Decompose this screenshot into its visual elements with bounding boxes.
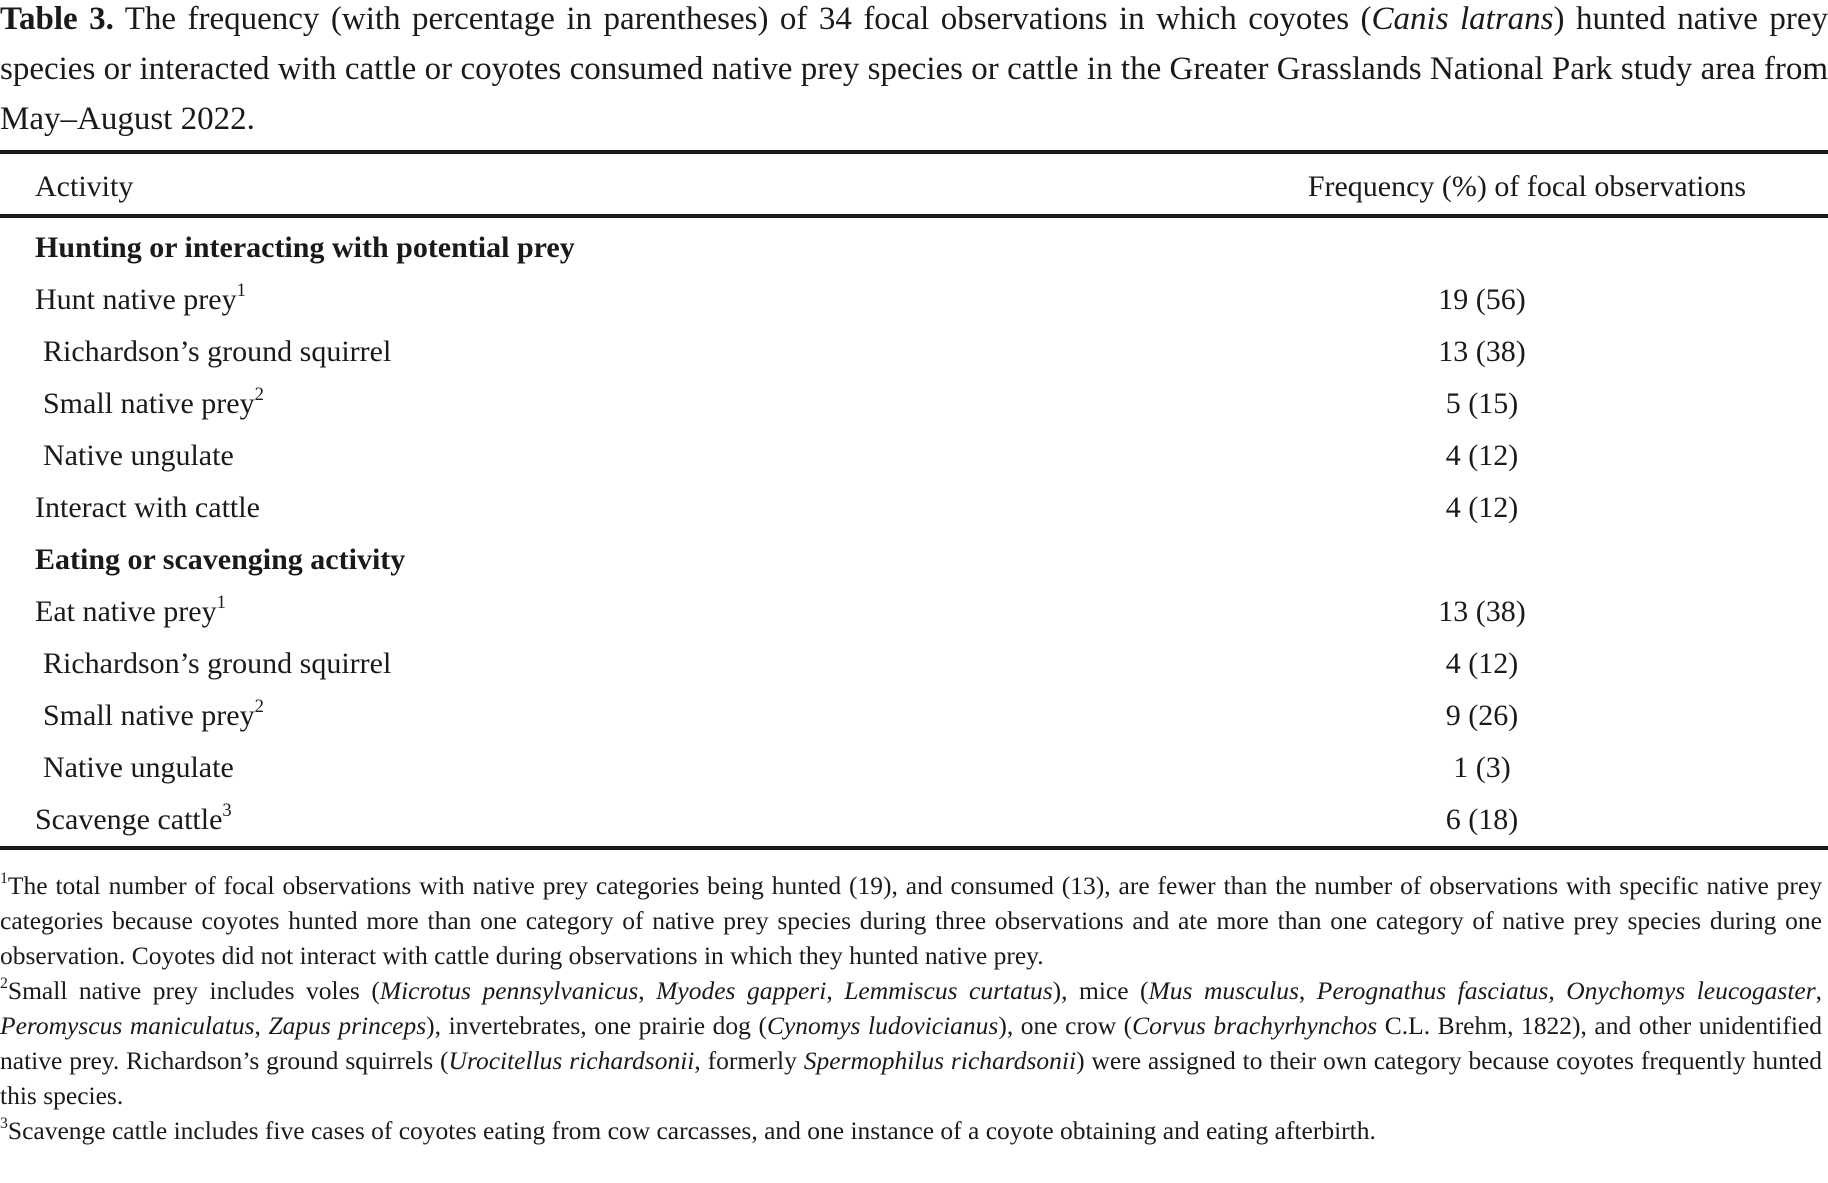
frequency-cell: 4 (12) bbox=[1445, 439, 1519, 472]
activity-cell: Scavenge cattle3 bbox=[35, 799, 232, 836]
caption-species: Canis latrans bbox=[1371, 1, 1554, 37]
header-rule bbox=[0, 214, 1828, 218]
activity-cell: Richardson’s ground squirrel bbox=[43, 647, 392, 680]
activity-cell: Hunting or interacting with potential pr… bbox=[35, 231, 575, 264]
table-header: Activity Frequency (%) of focal observat… bbox=[0, 161, 1828, 213]
header-activity: Activity bbox=[35, 170, 134, 203]
bottom-rule bbox=[0, 846, 1828, 850]
footnote-marker: 1 bbox=[236, 279, 246, 301]
caption-text: The frequency (with percentage in parent… bbox=[113, 1, 1372, 37]
footnote-marker: 2 bbox=[254, 383, 264, 405]
top-rule bbox=[0, 150, 1828, 154]
frequency-cell: 4 (12) bbox=[1445, 647, 1519, 680]
frequency-cell: 19 (56) bbox=[1438, 283, 1526, 316]
frequency-cell: 5 (15) bbox=[1445, 387, 1519, 420]
table-row: Richardson’s ground squirrel 13 (38) bbox=[0, 326, 1828, 378]
frequency-cell: 13 (38) bbox=[1438, 335, 1526, 368]
footnote-3: 3Scavenge cattle includes five cases of … bbox=[0, 1114, 1376, 1145]
activity-cell: Eating or scavenging activity bbox=[35, 543, 406, 576]
table-row: Small native prey2 9 (26) bbox=[0, 690, 1828, 742]
table-row: Native ungulate 1 (3) bbox=[0, 742, 1828, 794]
footnote-marker: 3 bbox=[222, 799, 232, 821]
frequency-cell: 4 (12) bbox=[1445, 491, 1519, 524]
section-header-row: Eating or scavenging activity bbox=[0, 534, 1828, 586]
activity-cell: Hunt native prey1 bbox=[35, 279, 246, 316]
footnote-marker: 1 bbox=[216, 591, 226, 613]
header-frequency: Frequency (%) of focal observations bbox=[1307, 170, 1746, 203]
footnote-1: 1The total number of focal observations … bbox=[0, 869, 1822, 970]
footnote-2: 2Small native prey includes voles (Micro… bbox=[0, 974, 1823, 1110]
activity-cell: Native ungulate bbox=[43, 751, 234, 784]
activity-cell: Richardson’s ground squirrel bbox=[43, 335, 392, 368]
table-row: Richardson’s ground squirrel 4 (12) bbox=[0, 638, 1828, 690]
table-row: Native ungulate 4 (12) bbox=[0, 430, 1828, 482]
table-row: Small native prey2 5 (15) bbox=[0, 378, 1828, 430]
caption-text: ) hunted native prey species or interact… bbox=[0, 1, 1828, 137]
section-header-row: Hunting or interacting with potential pr… bbox=[0, 222, 1828, 274]
table-caption: Table 3. The frequency (with percentage … bbox=[0, 0, 1828, 144]
activity-cell: Small native prey2 bbox=[43, 383, 264, 420]
table-row: Scavenge cattle3 6 (18) bbox=[0, 794, 1828, 846]
table-row: Interact with cattle 4 (12) bbox=[0, 482, 1828, 534]
frequency-cell: 1 (3) bbox=[1453, 751, 1511, 784]
frequency-cell: 9 (26) bbox=[1445, 699, 1519, 732]
footnote-marker: 2 bbox=[254, 695, 264, 717]
activity-cell: Interact with cattle bbox=[35, 491, 260, 524]
table-row: Hunt native prey1 19 (56) bbox=[0, 274, 1828, 326]
activity-cell: Small native prey2 bbox=[43, 695, 264, 732]
activity-cell: Eat native prey1 bbox=[35, 591, 226, 628]
footnotes: 1The total number of focal observations … bbox=[0, 868, 1822, 1148]
activity-cell: Native ungulate bbox=[43, 439, 234, 472]
frequency-cell: 13 (38) bbox=[1438, 595, 1526, 628]
table-label: Table 3. bbox=[0, 1, 114, 37]
table-row: Eat native prey1 13 (38) bbox=[0, 586, 1828, 638]
frequency-cell: 6 (18) bbox=[1445, 803, 1519, 836]
